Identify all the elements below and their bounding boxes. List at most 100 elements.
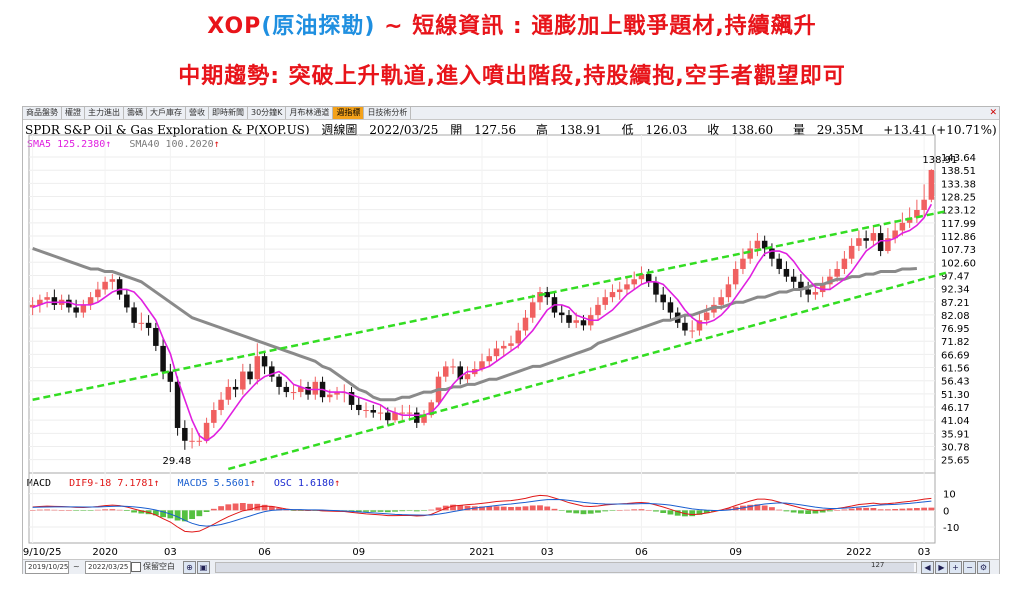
osc-bar: [116, 509, 123, 511]
candle-body: [167, 371, 174, 382]
tab-10[interactable]: 日技術分析: [364, 107, 412, 119]
osc-bar: [674, 510, 681, 516]
copy-icon[interactable]: ▣: [197, 561, 210, 574]
tab-8[interactable]: 月布林通道: [286, 107, 334, 119]
osc-bar: [413, 510, 420, 512]
quote-info-bar: SPDR S&P Oil & Gas Exploration & P(XOP.U…: [25, 121, 1005, 138]
tab-3[interactable]: 籌碼: [124, 107, 147, 119]
zoom-out-icon[interactable]: −: [963, 561, 976, 574]
tab-1[interactable]: 權證: [62, 107, 85, 119]
price-tick-label: 51.30: [941, 390, 970, 401]
start-date-select[interactable]: 2019/10/25: [25, 561, 69, 574]
zoom-in-icon[interactable]: +: [949, 561, 962, 574]
tab-2[interactable]: 主力進出: [85, 107, 124, 119]
candle-body: [725, 284, 732, 298]
bar-count: 127: [871, 561, 885, 569]
keep-blank-checkbox[interactable]: [131, 562, 141, 572]
price-tick-label: 123.12: [941, 206, 976, 217]
candle-body: [609, 292, 616, 298]
candle-body: [232, 386, 239, 390]
candle-body: [196, 440, 203, 442]
candle-body: [819, 284, 826, 293]
osc-bar: [94, 509, 101, 511]
osc-bar: [384, 510, 391, 513]
candle-body: [116, 279, 123, 295]
osc-bar: [399, 510, 406, 512]
osc-bar: [189, 510, 195, 519]
tab-5[interactable]: 營收: [186, 107, 209, 119]
headline-2: 中期趨勢: 突破上升軌道,進入噴出階段,持股續抱,空手者觀望即可: [178, 64, 846, 89]
candle-body: [892, 230, 898, 239]
candle-body: [645, 274, 652, 282]
osc-bar: [218, 506, 224, 511]
x-tick-label: 06: [258, 547, 271, 558]
candle-body: [740, 258, 746, 269]
macd-tick-label: -10: [943, 523, 959, 534]
sma40-line: [32, 247, 917, 402]
osc-bar: [312, 510, 319, 511]
osc-bar: [812, 510, 819, 514]
scrollbar-thumb[interactable]: [216, 563, 914, 572]
candle-body: [602, 297, 608, 305]
osc-bar: [160, 510, 166, 518]
macd-legend: MACD DIF9-18 7.1781↑ MACD5 5.5601↑ OSC 1…: [27, 478, 340, 489]
scrollbar-track[interactable]: 127: [215, 561, 917, 573]
price-tick-label: 30.78: [941, 442, 970, 453]
osc-bar: [421, 510, 427, 511]
osc-bar: [102, 509, 109, 511]
candle-body: [783, 268, 790, 277]
settings-icon[interactable]: ⚙: [977, 561, 990, 574]
candle-body: [464, 374, 471, 380]
candle-body: [29, 304, 36, 308]
end-date-select[interactable]: 2022/03/25: [85, 561, 131, 574]
osc-bar: [196, 510, 203, 517]
osc-bar: [841, 509, 848, 511]
candle-body: [334, 392, 340, 395]
osc-bar: [566, 510, 572, 513]
osc-bar: [29, 510, 36, 511]
tab-9[interactable]: 週指標: [333, 107, 365, 119]
osc-bar: [884, 509, 891, 511]
osc-bar: [377, 510, 384, 512]
osc-bar: [138, 510, 145, 514]
candle-body: [363, 410, 369, 412]
candle-body: [696, 320, 703, 331]
candle-body: [95, 289, 101, 298]
value-annotation: 138.91: [922, 155, 957, 166]
osc-bar: [921, 507, 928, 511]
zoom-icon[interactable]: ⊕: [183, 561, 196, 574]
candle-body: [805, 289, 811, 295]
price-tick-label: 138.51: [941, 166, 976, 177]
open-value: 開 127.56: [450, 123, 517, 137]
price-chart[interactable]: 143.64 138.51 133.38 128.25 123.12 117.99 112.…: [23, 107, 999, 559]
candle-body: [486, 356, 493, 362]
change-value: +13.41 (+10.71%): [883, 123, 997, 137]
scroll-right-icon[interactable]: ▶: [935, 561, 948, 574]
candle-body: [283, 386, 290, 393]
osc-bar: [573, 510, 580, 514]
osc-bar: [602, 510, 609, 512]
price-tick-label: 76.95: [941, 324, 970, 335]
tab-6[interactable]: 即時新聞: [209, 107, 248, 119]
candle-body: [131, 307, 137, 323]
tab-0[interactable]: 商品盤勢: [23, 107, 62, 119]
candle-body: [66, 299, 72, 308]
osc-bar: [863, 507, 870, 511]
tab-7[interactable]: 30分鐘K: [248, 107, 287, 119]
value-annotation: 29.48: [163, 456, 192, 467]
scroll-left-icon[interactable]: ◀: [921, 561, 934, 574]
osc-bar: [580, 510, 587, 515]
candle-body: [37, 299, 43, 305]
candle-body: [312, 381, 319, 395]
sma5-legend: SMA5 125.2380↑: [27, 139, 112, 150]
price-tick-label: 71.82: [941, 337, 970, 348]
osc-bar: [624, 509, 630, 511]
tab-4[interactable]: 大戶庫存: [147, 107, 186, 119]
candle-body: [928, 169, 935, 200]
close-icon[interactable]: ✕: [989, 108, 997, 118]
channel-line-upper: [32, 210, 947, 401]
price-tick-label: 82.08: [941, 311, 970, 322]
osc-bar: [500, 506, 507, 511]
osc-bar: [805, 510, 812, 514]
candle-body: [870, 233, 877, 241]
